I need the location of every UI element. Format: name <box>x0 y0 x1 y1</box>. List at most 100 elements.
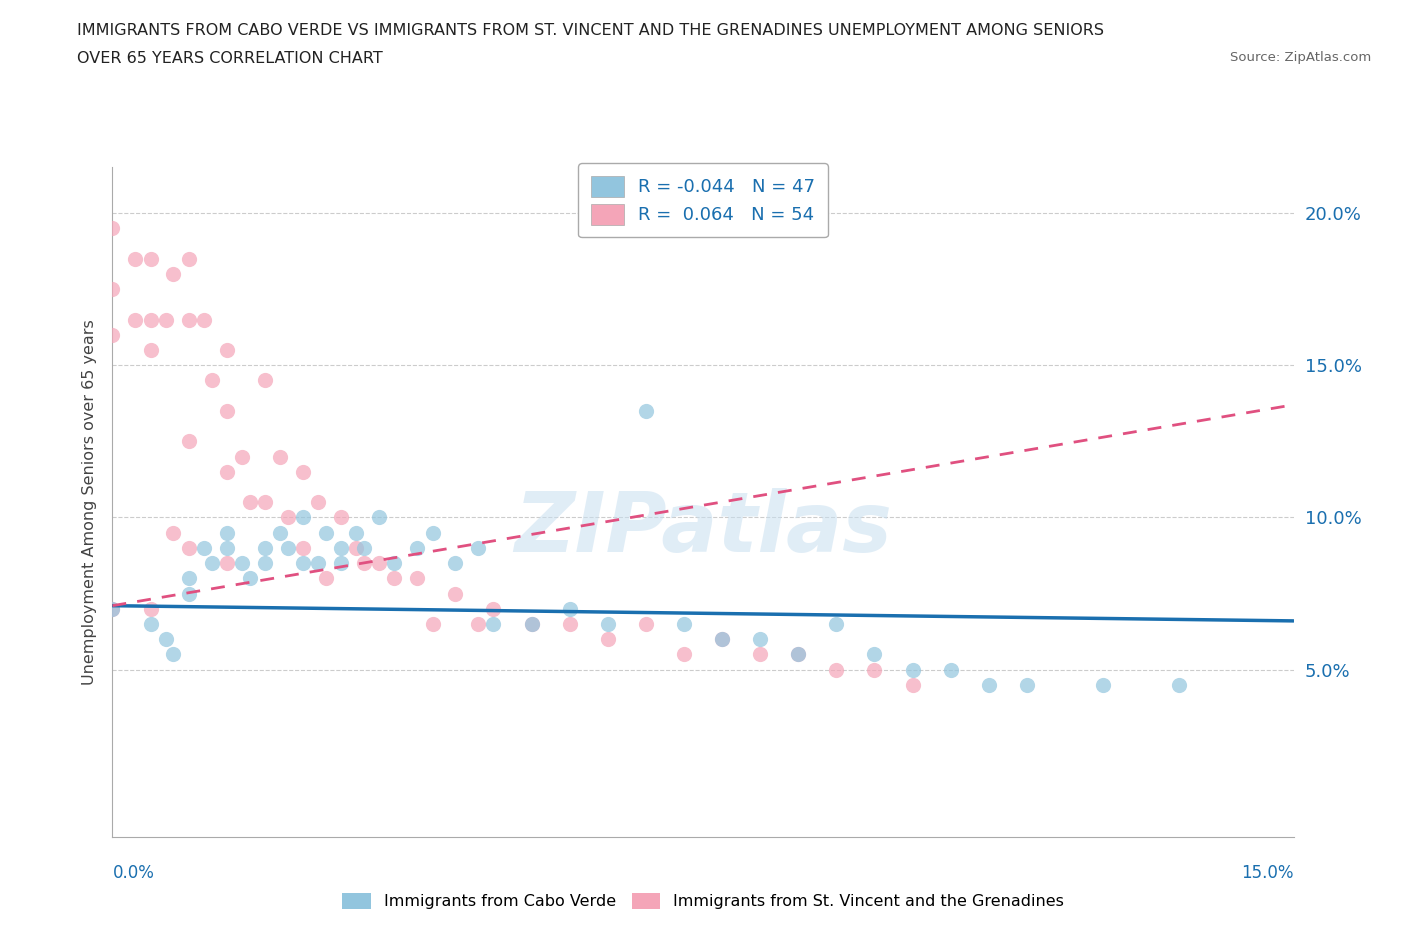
Point <box>101 327 124 342</box>
Point <box>307 555 329 570</box>
Point <box>177 540 200 555</box>
Point <box>977 677 1000 692</box>
Legend: R = -0.044   N = 47, R =  0.064   N = 54: R = -0.044 N = 47, R = 0.064 N = 54 <box>578 163 828 237</box>
Point <box>406 540 429 555</box>
Point <box>239 571 262 586</box>
Text: ZIPatlas: ZIPatlas <box>515 488 891 569</box>
Point <box>467 540 489 555</box>
Point <box>291 555 314 570</box>
Point <box>269 449 291 464</box>
Point <box>200 555 222 570</box>
Point <box>368 510 391 525</box>
Point <box>863 647 886 662</box>
Point <box>101 602 124 617</box>
Point <box>231 555 253 570</box>
Point <box>344 540 367 555</box>
Point <box>193 312 215 327</box>
Point <box>939 662 962 677</box>
Point <box>277 540 299 555</box>
Point <box>1015 677 1038 692</box>
Point <box>315 571 337 586</box>
Point <box>558 602 581 617</box>
Y-axis label: Unemployment Among Seniors over 65 years: Unemployment Among Seniors over 65 years <box>82 319 97 685</box>
Point <box>193 540 215 555</box>
Point <box>672 617 695 631</box>
Point <box>749 647 772 662</box>
Point <box>177 312 200 327</box>
Point <box>239 495 262 510</box>
Point <box>444 555 467 570</box>
Text: 0.0%: 0.0% <box>112 864 155 882</box>
Point <box>307 495 329 510</box>
Point <box>177 586 200 601</box>
Point <box>253 555 276 570</box>
Text: 15.0%: 15.0% <box>1241 864 1294 882</box>
Point <box>520 617 543 631</box>
Point <box>482 602 505 617</box>
Point <box>139 617 162 631</box>
Point <box>406 571 429 586</box>
Text: Source: ZipAtlas.com: Source: ZipAtlas.com <box>1230 51 1371 64</box>
Legend: Immigrants from Cabo Verde, Immigrants from St. Vincent and the Grenadines: Immigrants from Cabo Verde, Immigrants f… <box>335 884 1071 917</box>
Point <box>711 631 734 646</box>
Point <box>634 617 657 631</box>
Point <box>368 555 391 570</box>
Point <box>162 267 184 282</box>
Point <box>231 449 253 464</box>
Point <box>711 631 734 646</box>
Point <box>101 220 124 235</box>
Point <box>253 495 276 510</box>
Point <box>672 647 695 662</box>
Point <box>215 555 238 570</box>
Point <box>291 464 314 479</box>
Point <box>139 342 162 357</box>
Point <box>215 404 238 418</box>
Point <box>291 540 314 555</box>
Point <box>634 404 657 418</box>
Point <box>139 602 162 617</box>
Point <box>596 631 619 646</box>
Point <box>124 251 146 266</box>
Point <box>253 540 276 555</box>
Point <box>482 617 505 631</box>
Point <box>787 647 810 662</box>
Point <box>155 631 177 646</box>
Point <box>215 525 238 540</box>
Point <box>353 555 375 570</box>
Point <box>749 631 772 646</box>
Point <box>1092 677 1115 692</box>
Point <box>901 662 924 677</box>
Point <box>520 617 543 631</box>
Point <box>330 555 353 570</box>
Point <box>422 617 444 631</box>
Point <box>200 373 222 388</box>
Point <box>558 617 581 631</box>
Point <box>467 617 489 631</box>
Point <box>330 540 353 555</box>
Point <box>215 464 238 479</box>
Point <box>863 662 886 677</box>
Point <box>422 525 444 540</box>
Point <box>353 540 375 555</box>
Point <box>139 251 162 266</box>
Point <box>291 510 314 525</box>
Point <box>344 525 367 540</box>
Point <box>1168 677 1191 692</box>
Point <box>124 312 146 327</box>
Point <box>215 342 238 357</box>
Text: OVER 65 YEARS CORRELATION CHART: OVER 65 YEARS CORRELATION CHART <box>77 51 382 66</box>
Point <box>101 602 124 617</box>
Point <box>177 434 200 449</box>
Point <box>177 251 200 266</box>
Point <box>444 586 467 601</box>
Point <box>253 373 276 388</box>
Point <box>315 525 337 540</box>
Point <box>825 662 848 677</box>
Point <box>384 571 406 586</box>
Point <box>162 647 184 662</box>
Point <box>384 555 406 570</box>
Point <box>215 540 238 555</box>
Point <box>177 571 200 586</box>
Point <box>277 510 299 525</box>
Point <box>330 510 353 525</box>
